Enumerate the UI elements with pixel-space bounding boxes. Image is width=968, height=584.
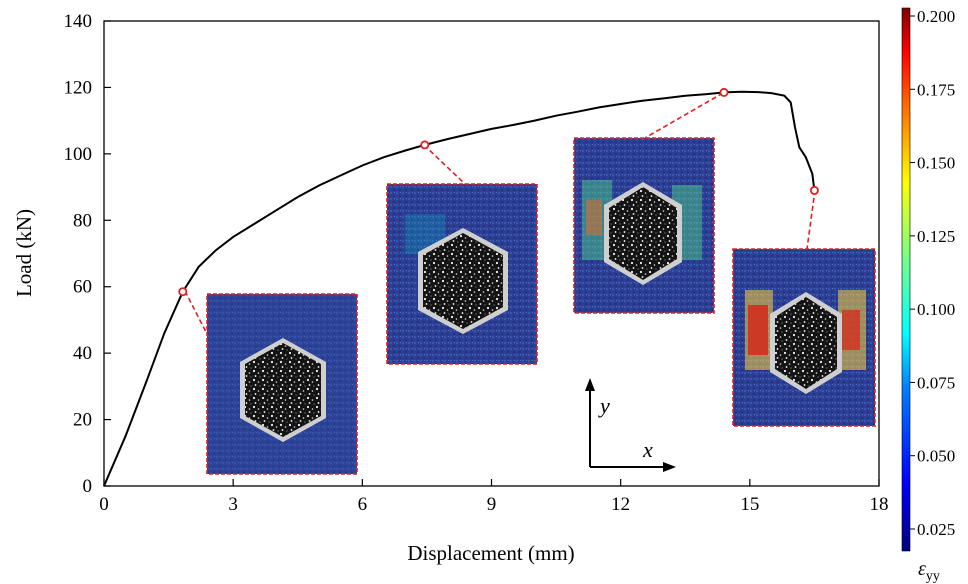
colorbar-tick-label: 0.025	[917, 520, 955, 539]
x-tick-label: 9	[487, 494, 497, 515]
colorbar-tick-label: 0.050	[917, 447, 955, 466]
coordinate-axes-indicator: y x	[585, 378, 676, 472]
colorbar-tick-label: 0.200	[917, 7, 955, 26]
y-tick-label: 0	[83, 476, 93, 497]
highlight-marker	[719, 87, 729, 97]
colorbar-tick-label: 0.175	[917, 80, 955, 99]
dic-inset-1	[206, 293, 358, 475]
x-tick-label: 12	[611, 494, 630, 515]
highlight-marker	[178, 287, 188, 297]
colorbar-tick-label: 0.150	[917, 154, 955, 173]
y-axis-title: Load (kN)	[12, 209, 36, 297]
y-tick-label: 80	[73, 210, 92, 231]
dic-inset-2	[386, 183, 538, 365]
x-tick-label: 0	[99, 494, 109, 515]
x-tick-label: 3	[228, 494, 238, 515]
colorbar-title: εyy	[918, 558, 940, 584]
colorbar-gradient	[901, 7, 911, 552]
dic-inset-4	[732, 248, 876, 427]
y-tick-label: 40	[73, 343, 92, 364]
coord-x-label: x	[642, 437, 653, 462]
y-tick-label: 120	[64, 77, 93, 98]
x-axis: 0 3 6 9 12 15 18	[99, 479, 889, 515]
colorbar-tick-label: 0.125	[917, 227, 955, 246]
x-tick-label: 6	[358, 494, 368, 515]
coord-y-label: y	[598, 393, 610, 418]
colorbar: 0.025 0.050 0.075 0.100 0.125 0.150 0.175 0.200…	[901, 7, 955, 584]
load-displacement-curve	[103, 90, 816, 487]
colorbar-tick-label: 0.075	[917, 373, 955, 392]
x-axis-title: Displacement (mm)	[407, 541, 574, 565]
leader-lines	[184, 92, 816, 335]
y-axis: 0 20 40 60 80 100 120 140	[64, 11, 111, 497]
y-tick-label: 140	[64, 11, 93, 32]
highlight-markers	[178, 87, 819, 297]
colorbar-tick-label: 0.100	[917, 300, 955, 319]
y-tick-label: 20	[73, 410, 92, 431]
x-tick-label: 15	[740, 494, 759, 515]
y-tick-label: 60	[73, 277, 92, 298]
dic-inset-3	[573, 137, 715, 314]
y-tick-label: 100	[64, 144, 93, 165]
highlight-marker	[809, 185, 819, 195]
x-tick-label: 18	[870, 494, 889, 515]
highlight-marker	[420, 140, 430, 150]
